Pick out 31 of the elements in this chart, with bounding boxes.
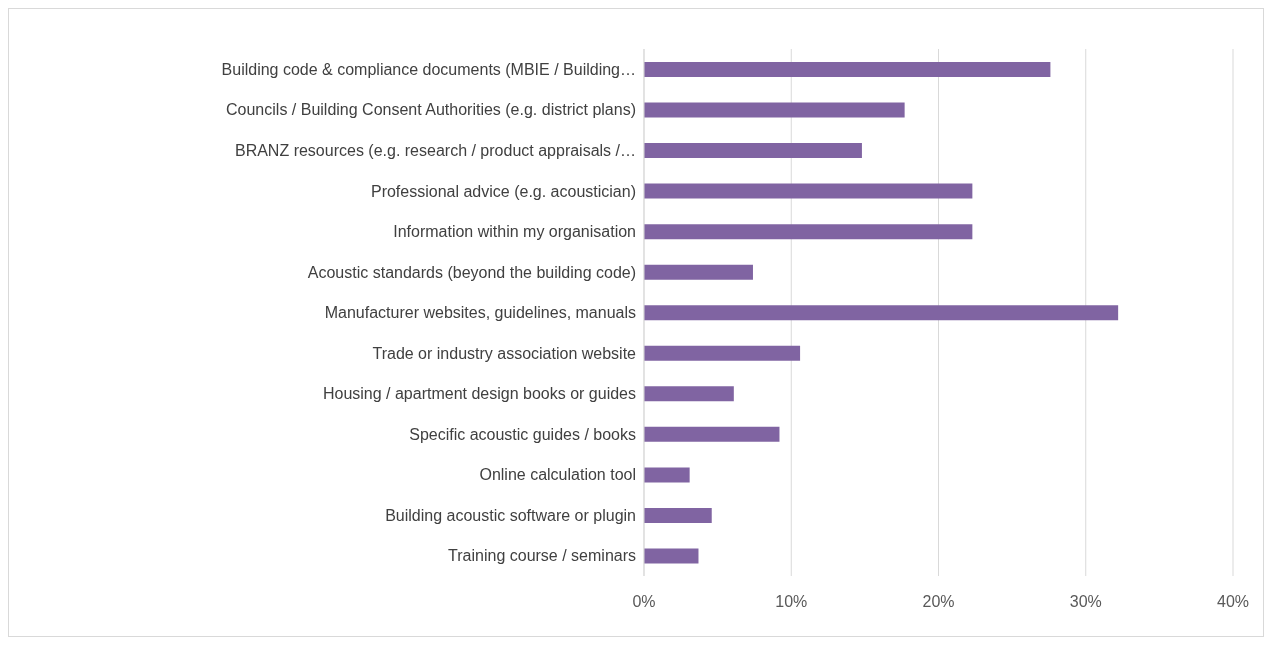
bar	[644, 467, 690, 483]
y-tick-label: BRANZ resources (e.g. research / product appraisals /…	[234, 142, 636, 160]
bar	[644, 305, 1119, 321]
bar	[644, 143, 862, 159]
bar	[644, 264, 753, 280]
bar	[644, 426, 780, 442]
bar	[644, 224, 973, 240]
bar	[644, 507, 712, 523]
y-tick-label: Housing / apartment design books or guides	[322, 385, 636, 403]
y-tick-label: Specific acoustic guides / books	[409, 425, 636, 443]
x-tick-label: 40%	[1216, 593, 1250, 611]
x-tick-label: 0%	[632, 593, 656, 611]
bar	[644, 345, 801, 361]
y-tick-label: Professional advice (e.g. acoustician)	[370, 182, 636, 200]
x-tick-label: 20%	[922, 593, 955, 611]
y-tick-label: Online calculation tool	[479, 466, 636, 484]
y-tick-label: Building acoustic software or plugin	[385, 506, 636, 524]
bar	[644, 183, 973, 199]
bar	[644, 386, 734, 402]
y-tick-label: Information within my organisation	[393, 223, 636, 241]
bar	[644, 548, 699, 564]
bar	[644, 62, 1051, 77]
y-tick-label: Building code & compliance documents (MBIE / Building…	[221, 60, 636, 78]
bar	[644, 102, 905, 118]
y-tick-label: Training course / seminars	[448, 547, 636, 565]
y-tick-label: Manufacturer websites, guidelines, manuals	[324, 304, 636, 322]
x-tick-label: 30%	[1069, 593, 1102, 611]
y-tick-label: Acoustic standards (beyond the building code)	[307, 263, 636, 281]
y-tick-label: Councils / Building Consent Authorities (e.g. district plans)	[226, 101, 636, 119]
y-tick-label: Trade or industry association website	[372, 344, 637, 362]
x-tick-label: 10%	[775, 593, 808, 611]
